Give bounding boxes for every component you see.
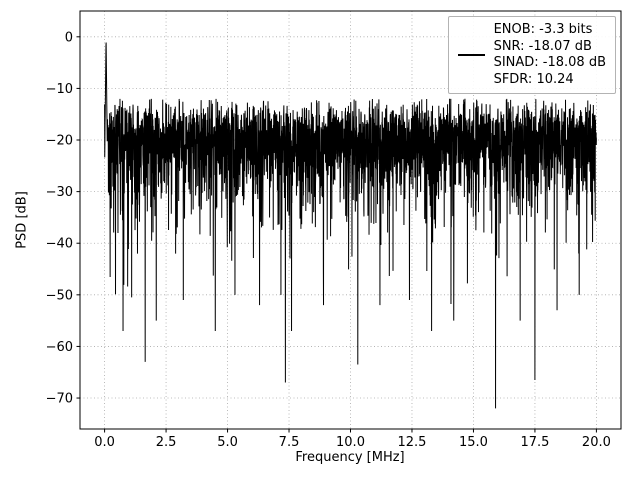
y-tick-label: −40 (46, 237, 73, 252)
x-axis-label: Frequency [MHz] (295, 450, 405, 465)
legend-entries: ENOB: -3.3 bits SNR: -18.07 dB SINAD: -1… (494, 22, 606, 88)
legend-line-sample (457, 54, 485, 56)
y-tick-label: −60 (46, 340, 73, 355)
legend: ENOB: -3.3 bits SNR: -18.07 dB SINAD: -1… (447, 16, 616, 94)
y-tick-label: −50 (46, 288, 73, 303)
legend-entry-enob: ENOB: -3.3 bits (493, 22, 593, 37)
y-tick-label: −70 (46, 392, 73, 407)
psd-line (104, 42, 597, 409)
y-tick-label: 0 (65, 30, 73, 45)
x-tick-label: 15.0 (459, 435, 488, 450)
x-tick-label: 7.5 (279, 435, 300, 450)
legend-entry-snr: SNR: -18.07 dB (493, 38, 592, 54)
x-tick-label: 12.5 (398, 435, 427, 450)
x-tick-label: 5.0 (217, 435, 238, 450)
y-axis-label: PSD [dB] (14, 191, 30, 249)
y-tick-label: −10 (46, 82, 73, 97)
x-tick-label: 0.0 (94, 435, 115, 450)
y-tick-label: −30 (46, 185, 73, 200)
legend-entry-sfdr: SFDR: 10.24 (493, 71, 574, 87)
legend-entry-sinad: SINAD: -18.08 dB (493, 55, 606, 70)
x-tick-label: 10.0 (336, 435, 365, 450)
x-tick-label: 20.0 (582, 435, 611, 450)
y-tick-label: −20 (46, 134, 73, 149)
x-tick-label: 17.5 (520, 435, 549, 450)
x-tick-label: 2.5 (156, 435, 177, 450)
